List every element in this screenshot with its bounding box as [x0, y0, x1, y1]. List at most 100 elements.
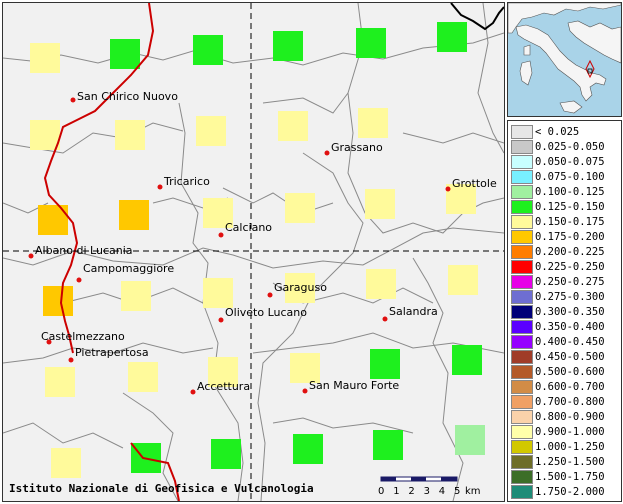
legend-swatch — [511, 350, 533, 364]
legend-entry: 1.250-1.500 — [511, 454, 621, 470]
legend-label: 0.600-0.700 — [535, 381, 605, 393]
legend-entry: < 0.025 — [511, 124, 621, 140]
town-marker[interactable]: Castelmezzano — [41, 330, 125, 345]
hazard-grid-cells — [30, 22, 485, 478]
hazard-cell — [290, 353, 320, 383]
town-label: Salandra — [389, 305, 438, 318]
town-label: Calciano — [225, 221, 272, 234]
town-dot — [46, 339, 52, 345]
hazard-cell — [196, 116, 226, 146]
legend-swatch — [511, 230, 533, 244]
town-marker[interactable]: Tricarico — [157, 175, 211, 190]
legend-swatch — [511, 380, 533, 394]
town-marker[interactable]: San Chirico Nuovo — [70, 90, 179, 103]
hazard-cell — [38, 205, 68, 235]
hazard-cell — [30, 120, 60, 150]
town-marker[interactable]: Salandra — [382, 305, 438, 322]
legend-swatch — [511, 215, 533, 229]
hazard-cell — [446, 184, 476, 214]
town-label: Grottole — [452, 177, 497, 190]
hazard-map[interactable]: San Chirico Nuovo Grassano Tricarico Grotto… — [3, 3, 504, 501]
legend-swatch — [511, 260, 533, 274]
town-marker[interactable]: Pietrapertosa — [68, 346, 149, 363]
legend-swatch — [511, 140, 533, 154]
town-label: Grassano — [331, 141, 383, 154]
legend-label: 0.125-0.150 — [535, 201, 605, 213]
legend-swatch — [511, 470, 533, 484]
legend-entry: 0.800-0.900 — [511, 409, 621, 425]
legend-entry: 0.050-0.075 — [511, 154, 621, 170]
legend-entry: 0.300-0.350 — [511, 304, 621, 320]
hazard-cell — [208, 357, 238, 387]
hazard-cell — [43, 286, 73, 316]
town-marker[interactable]: Oliveto Lucano — [218, 306, 308, 323]
legend-entry: 0.175-0.200 — [511, 229, 621, 245]
hazard-legend: < 0.025 0.025-0.050 0.050-0.075 0.075-0.100… — [507, 120, 622, 502]
legend-entry: 0.450-0.500 — [511, 349, 621, 365]
hazard-cell — [293, 434, 323, 464]
legend-swatch — [511, 170, 533, 184]
legend-swatch — [511, 305, 533, 319]
legend-swatch — [511, 275, 533, 289]
hazard-cell — [273, 31, 303, 61]
town-dot — [28, 253, 34, 259]
hazard-cell — [119, 200, 149, 230]
legend-swatch — [511, 245, 533, 259]
scale-tick-label: 5 — [454, 486, 460, 497]
town-marker[interactable]: Accettura — [190, 380, 251, 395]
town-marker[interactable]: Grassano — [324, 141, 383, 156]
legend-label: 0.700-0.800 — [535, 396, 605, 408]
hazard-cell — [115, 120, 145, 150]
town-marker[interactable]: Grottole — [445, 177, 497, 192]
hazard-cell — [455, 425, 485, 455]
hazard-map-panel[interactable]: San Chirico Nuovo Grassano Tricarico Grotto… — [2, 2, 505, 502]
hazard-cell — [51, 448, 81, 478]
legend-label: 0.200-0.225 — [535, 246, 605, 258]
locator-inset-map — [507, 2, 622, 117]
hazard-cell — [452, 345, 482, 375]
hazard-cell — [437, 22, 467, 52]
town-marker[interactable]: San Mauro Forte — [302, 379, 400, 394]
legend-label: 0.500-0.600 — [535, 366, 605, 378]
town-dot — [267, 292, 273, 298]
scale-tick-label: 2 — [408, 486, 414, 497]
legend-entry: 0.025-0.050 — [511, 139, 621, 155]
legend-swatch — [511, 440, 533, 454]
legend-entry: 0.125-0.150 — [511, 199, 621, 215]
town-marker[interactable]: Albano di Lucania — [28, 244, 133, 259]
legend-swatch — [511, 125, 533, 139]
legend-label: 0.250-0.275 — [535, 276, 605, 288]
legend-entry: 0.500-0.600 — [511, 364, 621, 380]
legend-label: 0.800-0.900 — [535, 411, 605, 423]
legend-entry: 0.225-0.250 — [511, 259, 621, 275]
legend-entry: 0.150-0.175 — [511, 214, 621, 230]
hazard-cell — [278, 111, 308, 141]
legend-entry: 1.500-1.750 — [511, 469, 621, 485]
legend-entry: 0.275-0.300 — [511, 289, 621, 305]
town-label: Tricarico — [163, 175, 210, 188]
graticule — [3, 3, 504, 501]
town-marker[interactable]: Campomaggiore — [76, 262, 175, 283]
hazard-cell — [203, 198, 233, 228]
town-dot — [70, 97, 76, 103]
legend-label: 0.150-0.175 — [535, 216, 605, 228]
hazard-cell — [358, 108, 388, 138]
legend-swatch — [511, 485, 533, 499]
town-label: Accettura — [197, 380, 250, 393]
legend-label: 0.400-0.450 — [535, 336, 605, 348]
town-marker[interactable]: Calciano — [218, 221, 273, 238]
hazard-cell — [370, 349, 400, 379]
legend-label: 0.350-0.400 — [535, 321, 605, 333]
legend-label: 0.450-0.500 — [535, 351, 605, 363]
town-marker[interactable]: Garaguso — [267, 281, 328, 298]
hazard-cell — [356, 28, 386, 58]
legend-entry: 0.250-0.275 — [511, 274, 621, 290]
town-label: San Mauro Forte — [309, 379, 399, 392]
legend-label: 0.025-0.050 — [535, 141, 605, 153]
legend-label: 0.175-0.200 — [535, 231, 605, 243]
legend-swatch — [511, 365, 533, 379]
legend-swatch — [511, 335, 533, 349]
legend-label: 0.225-0.250 — [535, 261, 605, 273]
legend-entry: 1.000-1.250 — [511, 439, 621, 455]
legend-label: 0.300-0.350 — [535, 306, 605, 318]
